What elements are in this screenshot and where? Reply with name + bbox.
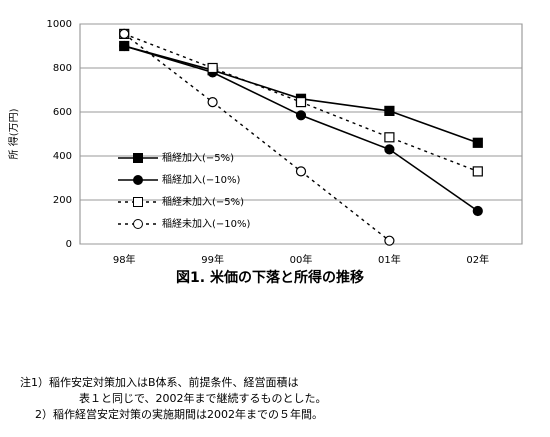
marker	[295, 110, 307, 121]
marker	[472, 205, 483, 217]
legend-label: 稲経未加入(−10%)	[162, 217, 251, 230]
plot-area	[79, 23, 523, 245]
marker	[119, 28, 130, 40]
marker	[384, 105, 395, 117]
marker	[207, 96, 218, 108]
note: 注1）稲作安定対策加入はB体系、前提条件、経営面積は	[20, 375, 299, 389]
y-tick-label: 1000	[47, 19, 72, 30]
legend-label: 稲経加入(−10%)	[162, 173, 241, 186]
marker	[384, 144, 395, 155]
marker	[384, 235, 395, 246]
chart-title: 図1. 米価の下落と所得の推移	[176, 269, 364, 286]
marker	[472, 166, 483, 177]
marker	[295, 96, 307, 108]
y-tick-label: 400	[53, 151, 72, 162]
y-axis-label: 所 得(万円)	[8, 108, 20, 159]
marker	[119, 40, 130, 52]
legend-marker	[133, 219, 143, 229]
note: 2）稲作経営安定対策の実施期間は2002年までの５年間。	[35, 407, 323, 421]
x-tick-label: 01年	[378, 253, 401, 266]
legend-marker	[133, 175, 143, 185]
legend-label: 稲経加入(−5%)	[162, 151, 234, 164]
note: 表１と同じで、2002年まで継続するものとした。	[79, 391, 327, 405]
series-line	[123, 33, 390, 242]
x-tick-label: 99年	[201, 253, 224, 266]
y-tick-label: 200	[53, 195, 72, 206]
x-tick-label: 02年	[466, 253, 489, 266]
marker	[384, 132, 395, 143]
marker	[295, 166, 307, 177]
y-tick-label: 0	[66, 239, 72, 250]
legend-marker	[133, 197, 143, 207]
marker	[207, 62, 218, 74]
legend-marker	[133, 153, 143, 163]
legend-label: 稲経未加入(−5%)	[162, 195, 244, 208]
x-tick-label: 98年	[113, 253, 136, 266]
y-tick-label: 600	[53, 107, 72, 118]
y-tick-label: 800	[53, 63, 72, 74]
x-tick-label: 00年	[290, 253, 313, 266]
marker	[472, 137, 483, 148]
